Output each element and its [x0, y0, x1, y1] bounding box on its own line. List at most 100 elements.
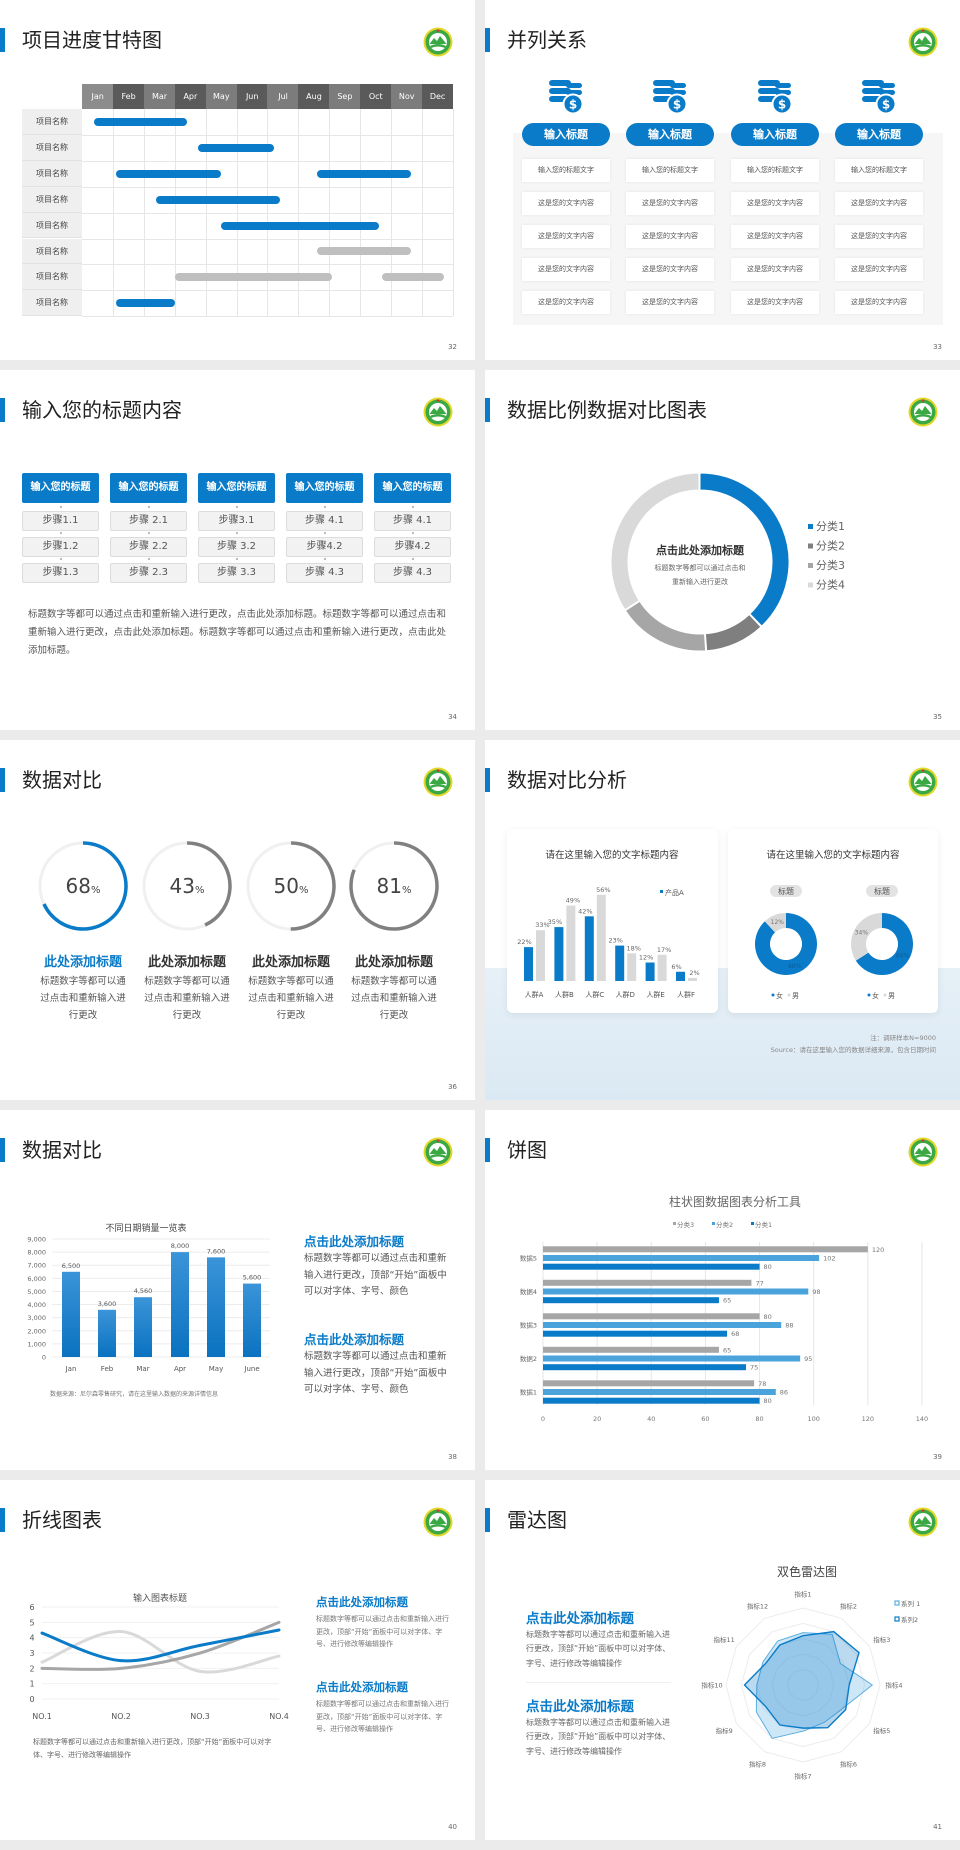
slide-progress-rings[interactable]: 数据对比 36 68% 43% 50% 81% 此处添加标题 标题数字等都可以通过点击和重新输…	[0, 740, 475, 1100]
radar-series-1	[755, 1632, 874, 1739]
gantt-row-label: 项目名称	[22, 160, 82, 187]
step-column-heading[interactable]: 输入您的标题	[110, 473, 187, 503]
radar-ring	[725, 1607, 881, 1763]
item-heading[interactable]: 此处添加标题	[251, 955, 330, 970]
column-heading-button[interactable]: 输入标题	[522, 123, 610, 146]
slice-label: 34%	[855, 930, 869, 937]
block-heading[interactable]: 点击此处添加标题	[304, 1332, 405, 1347]
column-heading-button[interactable]: 输入标题	[626, 123, 714, 146]
column-heading-button[interactable]: 输入标题	[835, 123, 923, 146]
step-box[interactable]: 步骤 3.2	[198, 537, 275, 557]
gantt-bar	[381, 273, 444, 282]
bar-value-label: 49%	[566, 897, 580, 905]
connector-dot	[412, 506, 414, 508]
bar-value-label: 3,600	[98, 1300, 117, 1308]
slide-title: 数据对比	[22, 768, 102, 792]
coins-dollar-icon: $	[546, 78, 586, 115]
slide-radar-chart[interactable]: 雷达图 41 双色雷达图 指标1 指标2 指标3 指标4 指标5 指标6 指标7 指标8 指标9 指标1…	[485, 1480, 960, 1840]
axis-label: 指标7	[794, 1772, 811, 1781]
step-box[interactable]: 步骤 4.1	[374, 511, 451, 531]
slide-parallel[interactable]: 并列关系 33 $ 输入标题 输入您的标题文字 这是您的文字内容 这是您的文字内容 这是您的文…	[485, 0, 960, 360]
step-column-heading[interactable]: 输入您的标题	[22, 473, 99, 503]
y-tick-label: 1	[29, 1680, 34, 1689]
slide-gantt[interactable]: 项目进度甘特图 32 Jan Feb Mar Apr May Jun Jul Aug Sep Oct N…	[0, 0, 475, 360]
step-box[interactable]: 步骤3.1	[198, 511, 275, 531]
bar	[543, 1297, 719, 1304]
step-box[interactable]: 步骤1.1	[22, 511, 99, 531]
bar	[543, 1397, 760, 1404]
title-pill	[866, 885, 898, 897]
step-column-heading[interactable]: 输入您的标题	[198, 473, 275, 503]
step-box[interactable]: 步骤4.2	[286, 537, 363, 557]
bar	[543, 1355, 801, 1362]
step-column-heading[interactable]: 输入您的标题	[374, 473, 451, 503]
gantt-row-line	[82, 290, 453, 292]
percent-value: 50	[274, 874, 299, 898]
step-box[interactable]: 步骤 2.3	[110, 563, 187, 583]
item-heading[interactable]: 此处添加标题	[354, 955, 433, 970]
step-box[interactable]: 步骤1.2	[22, 537, 99, 557]
item-heading[interactable]: 此处添加标题	[43, 955, 122, 970]
gantt-month-header: Jul	[267, 84, 299, 109]
bar	[207, 1257, 225, 1357]
category-label: 人群F	[677, 990, 695, 999]
item-heading[interactable]: 此处添加标题	[147, 955, 226, 970]
y-tick-label: 0	[42, 1354, 46, 1362]
step-box[interactable]: 步骤1.3	[22, 563, 99, 583]
y-tick-label: 6	[29, 1603, 34, 1612]
bar-value-label: 4,560	[134, 1287, 153, 1295]
gantt-bar	[221, 221, 379, 230]
connector-dot	[324, 506, 326, 508]
gantt-row-label: 项目名称	[22, 134, 82, 161]
progress-percent: 43%	[170, 874, 205, 898]
x-tick-label: NO.3	[190, 1712, 210, 1721]
block-heading[interactable]: 点击此处添加标题	[526, 1611, 634, 1627]
bar-value-label: 6%	[671, 963, 681, 971]
progress-rings: 68% 43% 50% 81%	[38, 841, 439, 931]
step-column-heading[interactable]: 输入您的标题	[286, 473, 363, 503]
block-heading[interactable]: 点击此处添加标题	[526, 1699, 634, 1715]
svg-text:$: $	[882, 98, 890, 112]
source-text: 数据来源：尼尔森零售研究，请在这里输入数据的来源详情信息	[50, 1390, 218, 1398]
x-tick-label: Jan	[65, 1365, 77, 1373]
step-box[interactable]: 步骤 2.2	[110, 537, 187, 557]
slide-comparison-analysis[interactable]: 数据对比分析37请在这里输入您的文字标题内容22%33%人群A35%49%人群B…	[485, 740, 960, 1100]
category-label: 人群C	[585, 990, 604, 999]
logo-emblem-icon	[908, 27, 938, 57]
step-box[interactable]: 步骤 2.1	[110, 511, 187, 531]
step-box[interactable]: 步骤 3.3	[198, 563, 275, 583]
x-tick-label: 120	[862, 1415, 874, 1423]
bar	[543, 1322, 782, 1328]
step-box[interactable]: 步骤 4.1	[286, 511, 363, 531]
gantt-bar	[316, 169, 412, 178]
block-text: 标题数字等都可以通过点击和重新输入进行更改，顶部“开始”面板中可以对字体、字号、…	[526, 1718, 671, 1756]
bar-chart-card	[507, 829, 718, 1013]
block-heading[interactable]: 点击此处添加标题	[316, 1595, 408, 1609]
gantt-row-label: 项目名称	[22, 212, 82, 239]
slide-line-chart[interactable]: 折线图表 40 输入图表标题 0 1 2 3 4 5 6 NO.1 NO.2 NO.3 NO.4 标题数字等…	[0, 1480, 475, 1840]
page-number: 36	[448, 1083, 457, 1091]
gantt-row-line	[82, 160, 453, 162]
axis-label: 指标10	[701, 1681, 722, 1690]
column-cell: 这是您的文字内容	[522, 291, 610, 314]
gantt-month-header: Apr	[174, 84, 207, 109]
slide-bar-chart[interactable]: 饼图 39 柱状图数据图表分析工具 分类3 分类2 分类1 0 20 40 60 80 100 120 1…	[485, 1110, 960, 1470]
connector-dot	[236, 532, 238, 534]
connector-dot	[60, 558, 62, 560]
block-heading[interactable]: 点击此处添加标题	[316, 1680, 408, 1694]
slide-steps[interactable]: 输入您的标题内容 34 输入您的标题 步骤1.1 步骤1.2 步骤1.3 输入您的标题 步骤 …	[0, 370, 475, 730]
legend-dot	[883, 993, 887, 997]
column-heading-button[interactable]: 输入标题	[731, 123, 819, 146]
slide-title: 雷达图	[507, 1508, 567, 1532]
step-box[interactable]: 步骤4.2	[374, 537, 451, 557]
bar-value-label: 65	[723, 1346, 731, 1354]
slide-column-chart[interactable]: 数据对比 38 不同日期销量一览表 0 1,000 2,000 3,000 4,000 5,00…	[0, 1110, 475, 1470]
progress-percent: 68%	[66, 874, 101, 898]
step-box[interactable]: 步骤 4.3	[374, 563, 451, 583]
slide-donut[interactable]: 数据比例数据对比图表 35 分类1 分类2 分类3 分类4 点击此处添加标题 标题数字等都可以…	[485, 370, 960, 730]
radar-ring	[771, 1653, 835, 1717]
block-heading[interactable]: 点击此处添加标题	[304, 1234, 405, 1249]
logo-emblem-icon	[423, 1507, 453, 1537]
step-box[interactable]: 步骤 4.3	[286, 563, 363, 583]
